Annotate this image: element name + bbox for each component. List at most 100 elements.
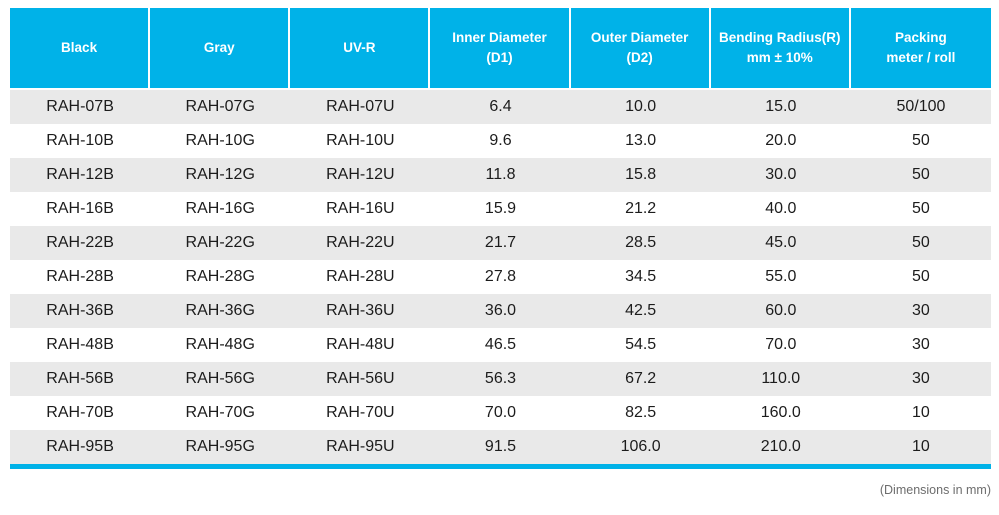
table-cell: RAH-12U (290, 158, 431, 192)
table-cell: 42.5 (570, 294, 711, 328)
table-cell: 210.0 (710, 430, 851, 464)
table-row: RAH-16B RAH-16G RAH-16U 15.9 21.2 40.0 5… (10, 192, 991, 226)
table-cell: 50 (850, 192, 991, 226)
table-cell: RAH-48U (290, 328, 431, 362)
table-cell: RAH-95G (150, 430, 291, 464)
table-cell: 40.0 (710, 192, 851, 226)
table-cell: 50 (850, 226, 991, 260)
table-cell: RAH-70B (10, 396, 151, 430)
table-cell: RAH-36G (150, 294, 291, 328)
table-cell: 15.9 (430, 192, 571, 226)
table-cell: 91.5 (430, 430, 571, 464)
table-cell: RAH-48B (10, 328, 151, 362)
table-row: RAH-70B RAH-70G RAH-70U 70.0 82.5 160.0 … (10, 396, 991, 430)
table-cell: 50 (850, 158, 991, 192)
col-header-packing: Packing meter / roll (850, 8, 991, 90)
table-cell: RAH-07G (150, 90, 291, 124)
col-header-sublabel: (D1) (486, 50, 513, 65)
header-row: Black Gray UV-R Inner Diameter (D1) Outer… (10, 8, 991, 90)
table-cell: 27.8 (430, 260, 571, 294)
table-cell: RAH-56G (150, 362, 291, 396)
table-cell: 10 (850, 396, 991, 430)
table-cell: RAH-28B (10, 260, 151, 294)
table-cell: 55.0 (710, 260, 851, 294)
table-cell: 54.5 (570, 328, 711, 362)
table-cell: RAH-56U (290, 362, 431, 396)
table-cell: 10 (850, 430, 991, 464)
table-cell: RAH-10B (10, 124, 151, 158)
table-row: RAH-95B RAH-95G RAH-95U 91.5 106.0 210.0… (10, 430, 991, 464)
table-cell: RAH-12G (150, 158, 291, 192)
table-cell: RAH-22G (150, 226, 291, 260)
col-header-bending-radius: Bending Radius(R) mm ± 10% (710, 8, 851, 90)
col-header-sublabel: mm ± 10% (746, 50, 813, 65)
table-cell: RAH-36U (290, 294, 431, 328)
table-cell: RAH-16B (10, 192, 151, 226)
table-cell: 45.0 (710, 226, 851, 260)
col-header-label: Outer Diameter (590, 30, 689, 46)
table-cell: RAH-22U (290, 226, 431, 260)
table-cell: RAH-07B (10, 90, 151, 124)
col-header-sublabel: (D2) (626, 50, 653, 65)
table-cell: RAH-48G (150, 328, 291, 362)
table-cell: RAH-07U (290, 90, 431, 124)
col-header-outer-diameter: Outer Diameter (D2) (570, 8, 711, 90)
table-cell: 20.0 (710, 124, 851, 158)
table-row: RAH-10B RAH-10G RAH-10U 9.6 13.0 20.0 50 (10, 124, 991, 158)
table-cell: 60.0 (710, 294, 851, 328)
table-cell: RAH-95U (290, 430, 431, 464)
table-cell: 30 (850, 362, 991, 396)
table-cell: 15.0 (710, 90, 851, 124)
col-header-label: Gray (203, 40, 235, 56)
table-cell: 10.0 (570, 90, 711, 124)
table-cell: RAH-16G (150, 192, 291, 226)
col-header-label: UV-R (343, 40, 376, 56)
col-header-black: Black (10, 8, 151, 90)
table-cell: 70.0 (710, 328, 851, 362)
table-cell: 9.6 (430, 124, 571, 158)
table-cell: RAH-56B (10, 362, 151, 396)
table-cell: 28.5 (570, 226, 711, 260)
table-cell: RAH-70U (290, 396, 431, 430)
table-cell: RAH-95B (10, 430, 151, 464)
table-cell: 106.0 (570, 430, 711, 464)
table-cell: 34.5 (570, 260, 711, 294)
table-cell: RAH-22B (10, 226, 151, 260)
col-header-label: Bending Radius(R) (719, 30, 841, 46)
col-header-inner-diameter: Inner Diameter (D1) (430, 8, 571, 90)
table-row: RAH-28B RAH-28G RAH-28U 27.8 34.5 55.0 5… (10, 260, 991, 294)
table-cell: 21.2 (570, 192, 711, 226)
table-cell: RAH-28U (290, 260, 431, 294)
table-cell: 21.7 (430, 226, 571, 260)
table-body: RAH-07B RAH-07G RAH-07U 6.4 10.0 15.0 50… (10, 90, 991, 464)
table-cell: 13.0 (570, 124, 711, 158)
table-cell: 30 (850, 328, 991, 362)
table-row: RAH-36B RAH-36G RAH-36U 36.0 42.5 60.0 3… (10, 294, 991, 328)
col-header-label: Inner Diameter (452, 30, 547, 46)
table-cell: 30.0 (710, 158, 851, 192)
table-cell: 67.2 (570, 362, 711, 396)
table-cell: RAH-28G (150, 260, 291, 294)
table-cell: 11.8 (430, 158, 571, 192)
table-cell: RAH-70G (150, 396, 291, 430)
table-row: RAH-48B RAH-48G RAH-48U 46.5 54.5 70.0 3… (10, 328, 991, 362)
table-cell: 15.8 (570, 158, 711, 192)
table-cell: RAH-10G (150, 124, 291, 158)
table-cell: 56.3 (430, 362, 571, 396)
table-row: RAH-56B RAH-56G RAH-56U 56.3 67.2 110.0 … (10, 362, 991, 396)
col-header-sublabel: meter / roll (886, 50, 956, 65)
table-cell: RAH-10U (290, 124, 431, 158)
table-cell: 82.5 (570, 396, 711, 430)
table-cell: RAH-16U (290, 192, 431, 226)
col-header-label: Black (61, 40, 98, 56)
table-cell: 50/100 (850, 90, 991, 124)
col-header-uvr: UV-R (290, 8, 431, 90)
table-cell: 160.0 (710, 396, 851, 430)
table-cell: 46.5 (430, 328, 571, 362)
table-row: RAH-22B RAH-22G RAH-22U 21.7 28.5 45.0 5… (10, 226, 991, 260)
table-bottom-rule (10, 464, 991, 469)
table-row: RAH-07B RAH-07G RAH-07U 6.4 10.0 15.0 50… (10, 90, 991, 124)
table-cell: 110.0 (710, 362, 851, 396)
spec-table-container: Black Gray UV-R Inner Diameter (D1) Outer… (10, 8, 991, 469)
